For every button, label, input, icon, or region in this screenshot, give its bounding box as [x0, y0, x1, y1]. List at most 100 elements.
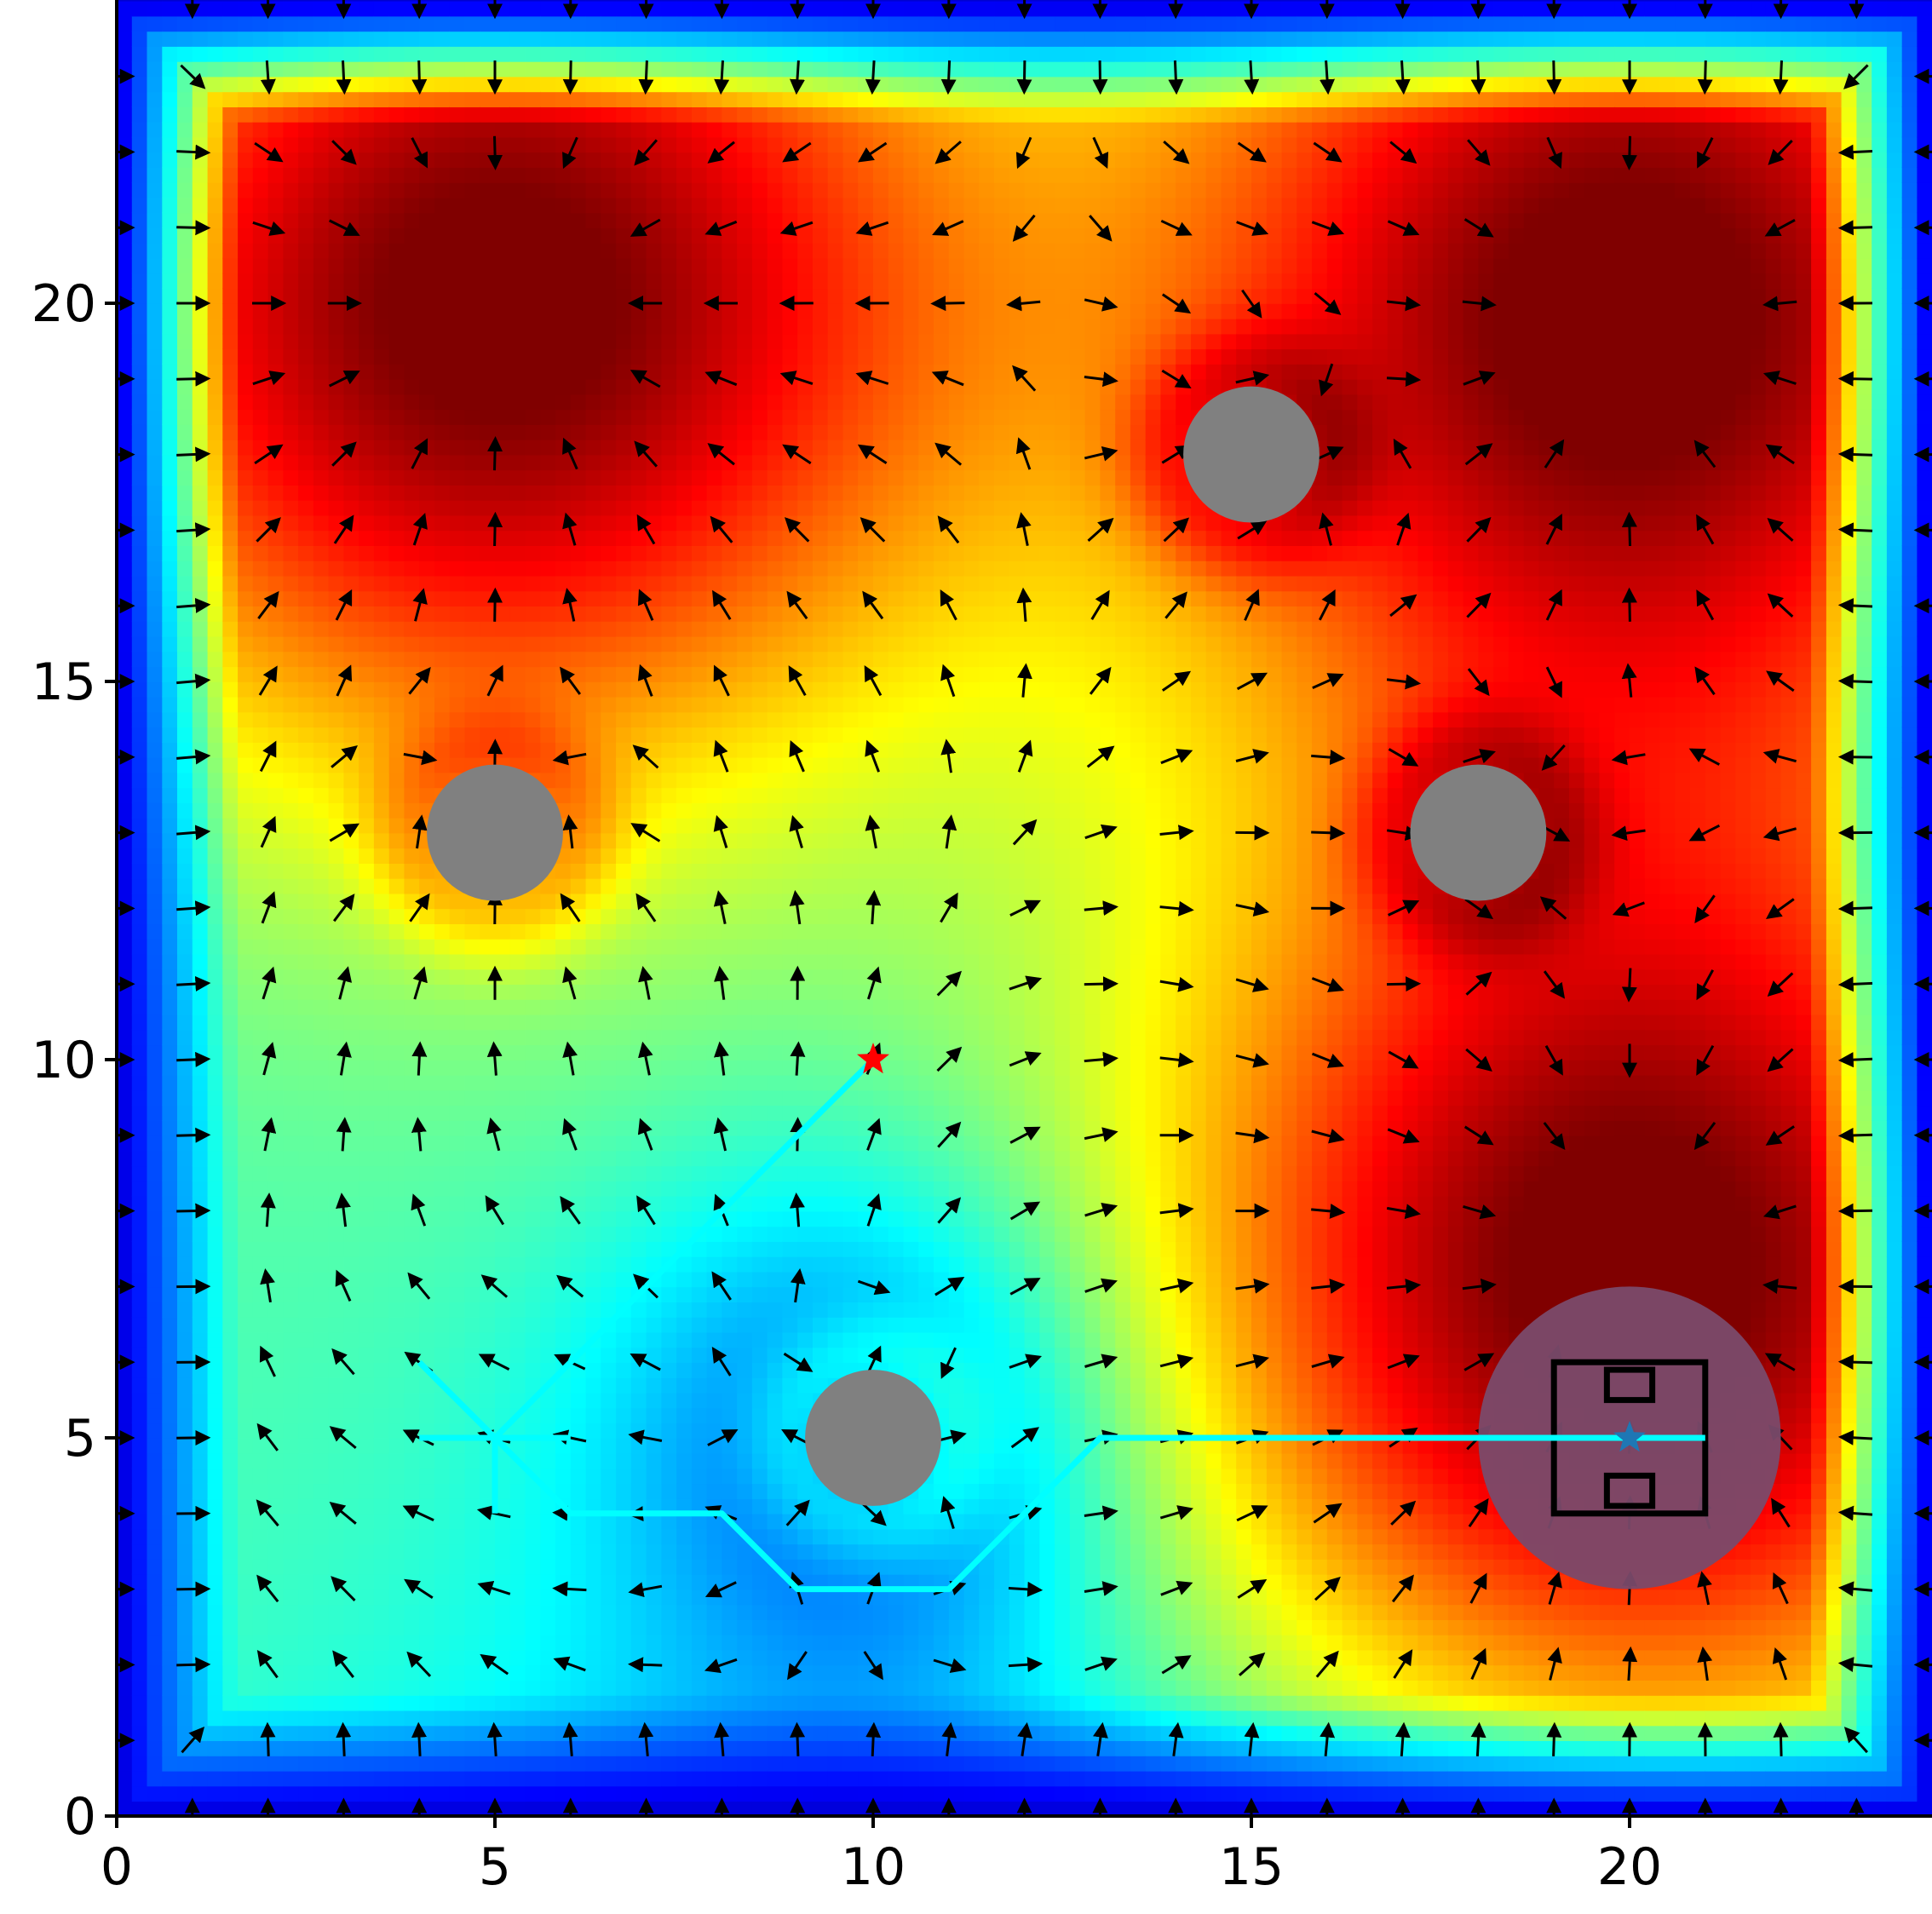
heatmap-cell — [389, 1710, 405, 1727]
heatmap-cell — [177, 152, 193, 168]
heatmap-cell — [329, 1514, 345, 1530]
heatmap-cell — [208, 697, 224, 713]
heatmap-cell — [722, 182, 738, 198]
heatmap-cell — [193, 1060, 209, 1076]
heatmap-cell — [661, 1286, 677, 1302]
heatmap-cell — [419, 500, 435, 516]
heatmap-cell — [132, 1226, 148, 1242]
heatmap-cell — [132, 1469, 148, 1485]
heatmap-cell — [540, 1756, 556, 1772]
heatmap-cell — [389, 106, 405, 123]
heatmap-cell — [389, 1574, 405, 1590]
heatmap-cell — [526, 455, 542, 471]
heatmap-cell — [268, 1453, 285, 1469]
heatmap-cell — [117, 1, 133, 17]
heatmap-cell — [419, 348, 435, 365]
heatmap-cell — [571, 1574, 587, 1590]
heatmap-cell — [208, 1786, 224, 1802]
heatmap-cell — [389, 848, 405, 864]
heatmap-cell — [268, 91, 285, 107]
heatmap-cell — [647, 1181, 663, 1197]
heatmap-cell — [676, 198, 693, 214]
heatmap-cell — [313, 1786, 330, 1802]
heatmap-cell — [132, 1181, 148, 1197]
heatmap-cell — [692, 364, 708, 380]
heatmap-cell — [222, 1105, 239, 1121]
heatmap-cell — [616, 379, 632, 395]
heatmap-cell — [313, 1710, 330, 1727]
heatmap-cell — [374, 968, 390, 985]
heatmap-cell — [208, 31, 224, 47]
heatmap-cell — [389, 1302, 405, 1318]
heatmap-cell — [631, 802, 647, 819]
heatmap-cell — [526, 106, 542, 123]
heatmap-cell — [495, 167, 511, 183]
heatmap-cell — [480, 621, 496, 637]
heatmap-cell — [313, 999, 330, 1015]
heatmap-cell — [283, 1377, 299, 1394]
heatmap-cell — [404, 712, 420, 728]
heatmap-cell — [586, 923, 602, 940]
heatmap-cell — [450, 1256, 466, 1273]
heatmap-cell — [601, 1241, 617, 1257]
heatmap-cell — [117, 303, 133, 319]
heatmap-cell — [268, 1756, 285, 1772]
heatmap-cell — [177, 167, 193, 183]
heatmap-cell — [555, 1529, 572, 1545]
heatmap-cell — [117, 697, 133, 713]
heatmap-cell — [222, 576, 239, 592]
heatmap-cell — [132, 968, 148, 985]
heatmap-cell — [359, 1664, 375, 1681]
heatmap-cell — [147, 878, 164, 894]
heatmap-cell — [510, 1650, 526, 1666]
heatmap-cell — [540, 1786, 556, 1802]
heatmap-cell — [676, 0, 693, 2]
heatmap-cell — [329, 1529, 345, 1545]
heatmap-cell — [298, 288, 314, 304]
heatmap-cell — [313, 212, 330, 228]
heatmap-cell — [359, 1075, 375, 1091]
heatmap-cell — [222, 1604, 239, 1620]
heatmap-cell — [359, 1286, 375, 1302]
heatmap-cell — [419, 424, 435, 440]
heatmap-cell — [631, 1664, 647, 1681]
heatmap-cell — [238, 999, 254, 1015]
heatmap-cell — [132, 91, 148, 107]
heatmap-cell — [329, 303, 345, 319]
heatmap-cell — [329, 1771, 345, 1787]
heatmap-cell — [374, 348, 390, 365]
heatmap-cell — [208, 818, 224, 834]
heatmap-cell — [601, 319, 617, 335]
heatmap-cell — [510, 666, 526, 682]
heatmap-cell — [359, 1332, 375, 1348]
heatmap-cell — [480, 1559, 496, 1575]
heatmap-cell — [389, 787, 405, 803]
heatmap-cell — [586, 1181, 602, 1197]
heatmap-cell — [238, 122, 254, 138]
heatmap-cell — [571, 1272, 587, 1288]
heatmap-cell — [329, 46, 345, 62]
heatmap-cell — [571, 198, 587, 214]
heatmap-cell — [419, 16, 435, 32]
heatmap-cell — [208, 243, 224, 259]
heatmap-cell — [177, 1317, 193, 1333]
heatmap-cell — [419, 530, 435, 546]
heatmap-cell — [389, 1786, 405, 1802]
heatmap-cell — [601, 91, 617, 107]
heatmap-cell — [465, 122, 481, 138]
heatmap-cell — [661, 802, 677, 819]
heatmap-cell — [450, 348, 466, 365]
heatmap-cell — [434, 1151, 451, 1167]
heatmap-cell — [177, 1498, 193, 1515]
heatmap-cell — [495, 1256, 511, 1273]
heatmap-cell — [450, 152, 466, 168]
heatmap-cell — [510, 530, 526, 546]
heatmap-cell — [526, 968, 542, 985]
heatmap-cell — [298, 1135, 314, 1152]
heatmap-cell — [480, 106, 496, 123]
heatmap-cell — [117, 1589, 133, 1606]
heatmap-cell — [647, 409, 663, 425]
heatmap-cell — [647, 1695, 663, 1711]
heatmap-cell — [193, 773, 209, 789]
heatmap-cell — [480, 576, 496, 592]
